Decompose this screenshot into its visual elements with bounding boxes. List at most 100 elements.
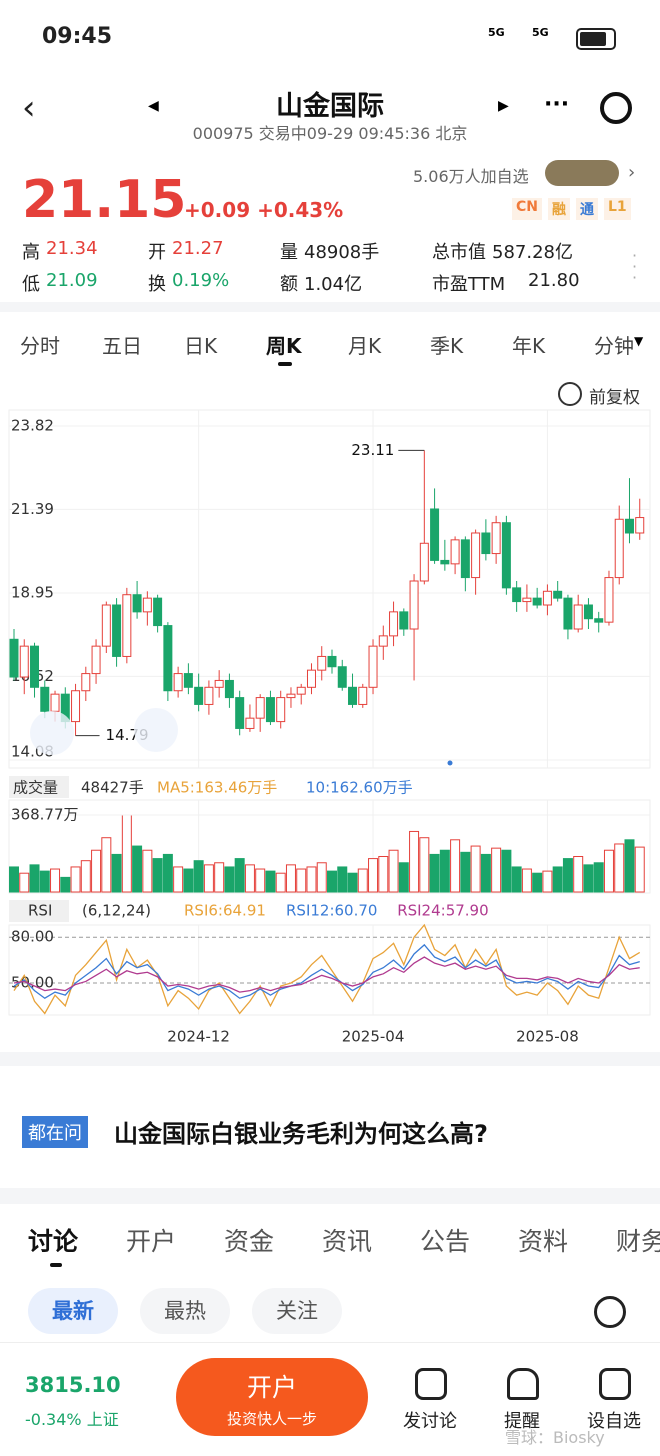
legend-entry: RSI24:57.90 (397, 902, 488, 920)
candle-body (296, 686, 306, 695)
candle-body (624, 518, 634, 534)
section-tab[interactable]: 资金 (224, 1227, 275, 1256)
banner-text[interactable]: 山金国际白银业务毛利为何这么高? (114, 1120, 488, 1148)
section-tab[interactable]: 公告 (420, 1227, 471, 1256)
candle-body (532, 597, 542, 606)
badge: 通 (576, 198, 598, 220)
volume-bar (429, 853, 440, 893)
volume-bar (634, 846, 645, 893)
panel-border (8, 924, 651, 1016)
volume-bar (603, 849, 614, 893)
rsi-params: (6,12,24) (82, 902, 151, 920)
stat-label: 低 (22, 274, 40, 295)
action-label[interactable]: 提醒 (504, 1411, 540, 1432)
search[interactable] (600, 92, 632, 124)
adjust-icon[interactable] (558, 382, 582, 406)
volume-bar (552, 866, 563, 893)
stat-value: 21.27 (172, 238, 224, 259)
candle-body (409, 580, 419, 630)
candle-body (389, 611, 399, 637)
menu-dots[interactable]: · · · (632, 246, 638, 287)
filter-pill[interactable]: 最热 (140, 1288, 230, 1334)
candle-body (358, 686, 368, 705)
section-tab[interactable]: 财务 (616, 1227, 660, 1256)
action-icon[interactable] (415, 1368, 447, 1400)
section-tab[interactable]: 开户 (126, 1227, 177, 1256)
candle-body (142, 597, 152, 613)
candle-body (122, 594, 132, 657)
refresh[interactable] (594, 1296, 626, 1328)
volume-bar (234, 858, 245, 893)
volume-bar (50, 868, 61, 893)
stat-label: 额 (280, 274, 298, 295)
rsi-header-bg (9, 900, 69, 922)
arrow: › (628, 162, 636, 183)
volume-bar (183, 868, 194, 893)
candle-body (265, 697, 275, 723)
volume-tick-label: 368.77万 (11, 806, 79, 824)
open-account-button[interactable]: 开户 投资快人一步 (176, 1358, 368, 1436)
legend-entry: RSI6:64.91 (184, 902, 266, 920)
x-tick-label: 2024-12 (167, 1028, 230, 1046)
volume-bar (285, 864, 296, 893)
action-icon[interactable] (599, 1368, 631, 1400)
candle-body (440, 559, 450, 565)
nav-button (134, 708, 178, 752)
volume-bar (275, 872, 286, 893)
divider (0, 1188, 660, 1204)
candle-body (214, 679, 224, 688)
volume-bar (583, 864, 594, 893)
y-tick-label: 21.39 (11, 500, 54, 518)
candle-body (430, 508, 440, 561)
x-tick-label: 2025-08 (516, 1028, 579, 1046)
volume-bar (460, 851, 471, 893)
volume-bar (491, 847, 502, 893)
period-tab[interactable]: 分钟 (594, 334, 634, 358)
volume-bar (29, 864, 40, 893)
candle-body (512, 587, 522, 603)
volume-bar (255, 868, 266, 893)
period-tab[interactable]: 五日 (102, 334, 142, 358)
adjust[interactable]: 前复权 (589, 388, 640, 408)
volume-bar (306, 866, 317, 893)
more[interactable]: ··· (544, 92, 570, 117)
action-icon[interactable] (507, 1368, 539, 1400)
candle-body (19, 645, 29, 678)
action-label[interactable]: 发讨论 (403, 1411, 457, 1432)
chart-group: 2024-122025-042025-0814.0816.5218.9521.3… (8, 409, 651, 1046)
section-tab[interactable]: 讨论 (28, 1227, 79, 1256)
period-tab[interactable]: 分时 (20, 334, 60, 358)
stat-value: 1.04亿 (304, 274, 363, 295)
rsi-tick-label: 80.00 (11, 928, 54, 946)
period-tab[interactable]: 月K (348, 334, 382, 358)
prev[interactable]: ◀ (148, 98, 159, 114)
rsi-label: RSI (28, 902, 52, 920)
legend-entry: RSI12:60.70 (286, 902, 377, 920)
candle-body (348, 686, 358, 705)
period-tab[interactable]: 季K (430, 334, 464, 358)
period-tab[interactable]: 日K (184, 334, 218, 358)
period-tab[interactable]: 年K (512, 334, 546, 358)
chart: 2024-122025-042025-0814.0816.5218.9521.3… (8, 409, 651, 1046)
filter-pill[interactable]: 最新 (28, 1288, 118, 1334)
volume-bar (214, 862, 225, 893)
action-label[interactable]: 设自选 (587, 1411, 641, 1432)
divider (0, 302, 660, 312)
period-tab[interactable]: 周K (266, 334, 302, 358)
dropdown[interactable]: ▼ (634, 334, 644, 348)
next[interactable]: ▶ (498, 98, 509, 114)
volume-ma10: 10:162.60万手 (306, 779, 413, 797)
stat-value: 21.34 (46, 238, 98, 259)
back[interactable]: ‹ (22, 88, 36, 128)
volume-label: 成交量 (13, 779, 58, 797)
volume-bar (162, 853, 173, 893)
filter-pill[interactable]: 关注 (252, 1288, 342, 1334)
candle-body (153, 597, 163, 627)
candle-body (194, 686, 204, 705)
volume-bar (70, 866, 81, 893)
candle-body (491, 522, 501, 555)
candle-body (553, 590, 563, 599)
section-tab[interactable]: 资讯 (322, 1227, 373, 1256)
volume-bar (573, 856, 584, 893)
section-tab[interactable]: 资料 (518, 1227, 569, 1256)
